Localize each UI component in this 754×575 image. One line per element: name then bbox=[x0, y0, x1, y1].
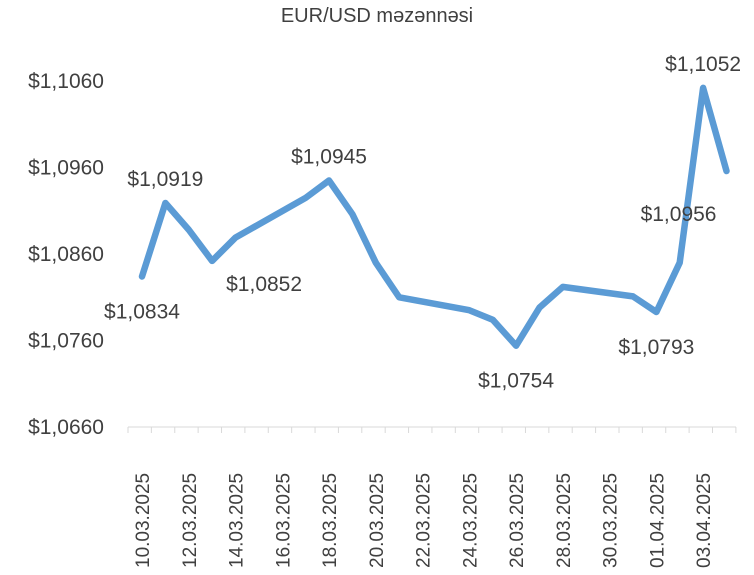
data-label: $1,0919 bbox=[127, 168, 203, 191]
data-label: $1,0852 bbox=[226, 273, 302, 296]
data-label: $1,0834 bbox=[104, 300, 180, 323]
y-tick-label: $1,0860 bbox=[28, 243, 104, 266]
series-line bbox=[138, 84, 730, 349]
x-tick-label: 18.03.2025 bbox=[320, 473, 341, 568]
y-tick-label: $1,0660 bbox=[28, 416, 104, 439]
data-labels: $1,0834 $1,0919 $1,0852 $1,0945 $1,0754 $1,07… bbox=[104, 53, 741, 393]
y-tick-label: $1,0760 bbox=[28, 330, 104, 353]
x-tick-label: 14.03.2025 bbox=[227, 473, 248, 568]
x-tick-label: 16.03.2025 bbox=[273, 473, 294, 568]
x-tick-label: 30.03.2025 bbox=[601, 473, 622, 568]
data-label: $1,0956 bbox=[641, 203, 717, 226]
data-label: $1,0945 bbox=[291, 145, 367, 168]
x-tick-label: 10.03.2025 bbox=[133, 473, 154, 568]
data-label: $1,0754 bbox=[478, 370, 554, 393]
series-group bbox=[138, 84, 730, 349]
y-tick-label: $1,1060 bbox=[28, 70, 104, 93]
data-label: $1,0793 bbox=[618, 336, 694, 359]
x-tick-label: 03.04.2025 bbox=[694, 473, 715, 568]
x-tick-label: 24.03.2025 bbox=[460, 473, 481, 568]
x-axis: 10.03.2025 12.03.2025 14.03.2025 16.03.2025… bbox=[127, 427, 737, 568]
x-tick-label: 20.03.2025 bbox=[367, 473, 388, 568]
x-tick-label: 12.03.2025 bbox=[180, 473, 201, 568]
chart-title: EUR/USD məzənnəsi bbox=[281, 5, 473, 27]
y-tick-label: $1,0960 bbox=[28, 157, 104, 180]
x-tick-label: 26.03.2025 bbox=[507, 473, 528, 568]
y-axis: $1,0660 $1,0760 $1,0860 $1,0960 $1,1060 bbox=[28, 70, 104, 439]
x-tick-label: 01.04.2025 bbox=[647, 473, 668, 568]
data-label: $1,1052 bbox=[665, 53, 741, 76]
x-tick-label: 28.03.2025 bbox=[554, 473, 575, 568]
x-tick-label: 22.03.2025 bbox=[414, 473, 435, 568]
